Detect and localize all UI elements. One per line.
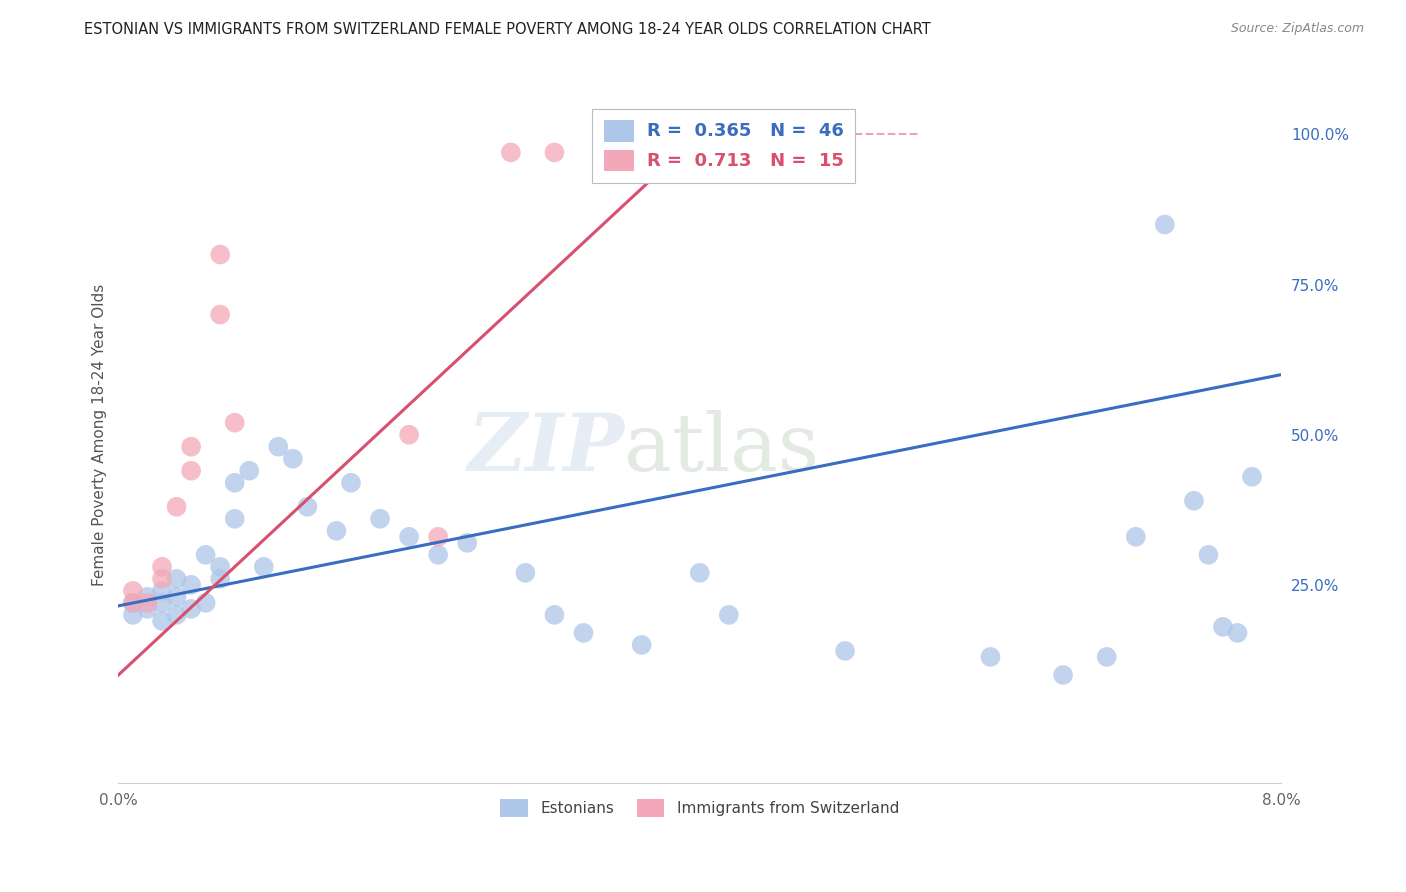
- Point: [194, 548, 217, 562]
- Point: [1197, 548, 1219, 562]
- Point: [166, 590, 188, 604]
- Point: [150, 583, 173, 598]
- Point: [340, 475, 363, 490]
- Point: [209, 559, 232, 574]
- Point: [1226, 626, 1249, 640]
- Point: [224, 416, 246, 430]
- Point: [166, 572, 188, 586]
- Point: [253, 559, 276, 574]
- Text: atlas: atlas: [624, 409, 820, 488]
- Text: ZIP: ZIP: [467, 410, 624, 487]
- Point: [180, 578, 202, 592]
- Point: [543, 607, 565, 622]
- Text: ESTONIAN VS IMMIGRANTS FROM SWITZERLAND FEMALE POVERTY AMONG 18-24 YEAR OLDS COR: ESTONIAN VS IMMIGRANTS FROM SWITZERLAND …: [84, 22, 931, 37]
- Point: [166, 500, 188, 514]
- Point: [456, 536, 478, 550]
- Point: [238, 464, 260, 478]
- Point: [1182, 493, 1205, 508]
- Point: [979, 649, 1001, 664]
- Point: [368, 512, 391, 526]
- Point: [136, 590, 159, 604]
- Point: [209, 308, 232, 322]
- Point: [398, 427, 420, 442]
- Point: [325, 524, 347, 538]
- Point: [150, 614, 173, 628]
- Point: [122, 596, 145, 610]
- Point: [224, 512, 246, 526]
- Point: [150, 572, 173, 586]
- Point: [543, 145, 565, 160]
- Point: [499, 145, 522, 160]
- Point: [398, 530, 420, 544]
- Point: [689, 566, 711, 580]
- Point: [630, 638, 652, 652]
- Point: [180, 602, 202, 616]
- Point: [1153, 218, 1175, 232]
- Point: [150, 596, 173, 610]
- Point: [122, 583, 145, 598]
- Point: [1095, 649, 1118, 664]
- Point: [136, 596, 159, 610]
- Legend: Estonians, Immigrants from Switzerland: Estonians, Immigrants from Switzerland: [494, 791, 907, 824]
- Y-axis label: Female Poverty Among 18-24 Year Olds: Female Poverty Among 18-24 Year Olds: [93, 284, 107, 586]
- Point: [834, 644, 856, 658]
- Point: [267, 440, 290, 454]
- Point: [572, 626, 595, 640]
- Point: [515, 566, 537, 580]
- Point: [1212, 620, 1234, 634]
- Point: [297, 500, 319, 514]
- Point: [180, 464, 202, 478]
- Point: [1240, 469, 1263, 483]
- Point: [209, 572, 232, 586]
- Point: [1125, 530, 1147, 544]
- Point: [166, 607, 188, 622]
- Point: [281, 451, 304, 466]
- Point: [194, 596, 217, 610]
- Point: [427, 530, 450, 544]
- Point: [209, 247, 232, 261]
- Point: [717, 607, 740, 622]
- Point: [224, 475, 246, 490]
- Point: [180, 440, 202, 454]
- Point: [122, 607, 145, 622]
- Point: [1052, 668, 1074, 682]
- Point: [427, 548, 450, 562]
- Text: Source: ZipAtlas.com: Source: ZipAtlas.com: [1230, 22, 1364, 36]
- Point: [122, 596, 145, 610]
- Point: [136, 602, 159, 616]
- Point: [150, 559, 173, 574]
